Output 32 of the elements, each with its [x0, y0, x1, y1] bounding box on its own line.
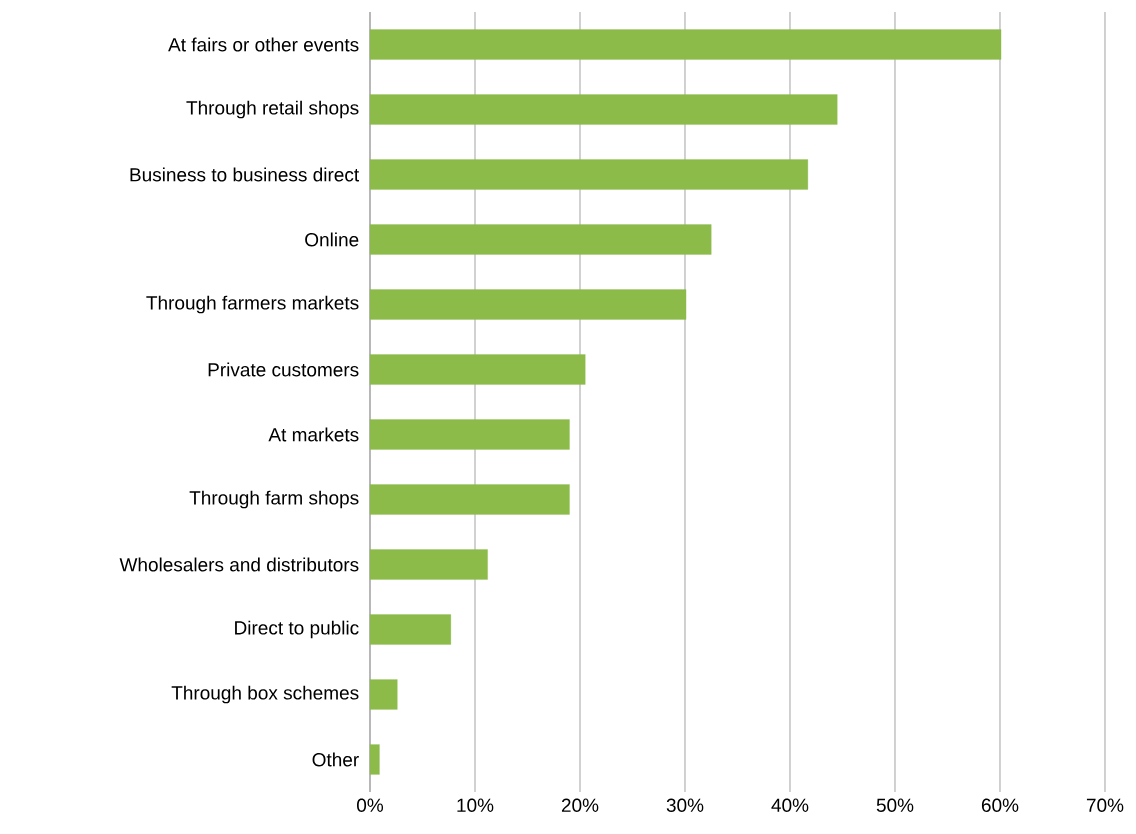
bar — [369, 614, 451, 645]
bar — [369, 484, 570, 515]
x-tick-label: 0% — [357, 798, 384, 812]
y-tick-label: Business to business direct — [130, 167, 360, 182]
x-tick-label: 20% — [561, 798, 599, 812]
bar — [369, 549, 488, 580]
x-tick-label: 10% — [457, 798, 494, 812]
y-tick-label: Direct to public — [235, 620, 359, 639]
y-tick-label: Through farm shops — [189, 490, 359, 509]
bar — [369, 354, 586, 385]
y-tick-label: Wholesalers and distributors — [119, 557, 359, 572]
x-tick-label: 70% — [1086, 798, 1124, 812]
x-tick-label: 30% — [666, 798, 704, 812]
y-tick-label: Through retail shops — [186, 100, 359, 119]
y-tick-label: Other — [312, 752, 359, 767]
y-tick-label: At markets — [268, 427, 359, 442]
y-tick-label: At fairs or other events — [168, 37, 359, 52]
bar — [369, 419, 570, 450]
y-tick-label: Through box schemes — [171, 685, 359, 704]
x-tick-label: 50% — [876, 798, 914, 812]
bar — [369, 159, 808, 190]
y-tick-label: Online — [305, 232, 359, 247]
y-tick-label: Through farmers markets — [146, 295, 359, 314]
x-tick-label: 60% — [981, 798, 1019, 812]
bar — [369, 744, 380, 775]
x-tick-label: 40% — [771, 798, 809, 812]
bar — [369, 224, 712, 255]
y-tick-label: Private customers — [208, 362, 359, 377]
bar — [369, 679, 398, 710]
bar — [369, 29, 1002, 60]
bar — [369, 289, 687, 320]
bar — [369, 94, 838, 125]
